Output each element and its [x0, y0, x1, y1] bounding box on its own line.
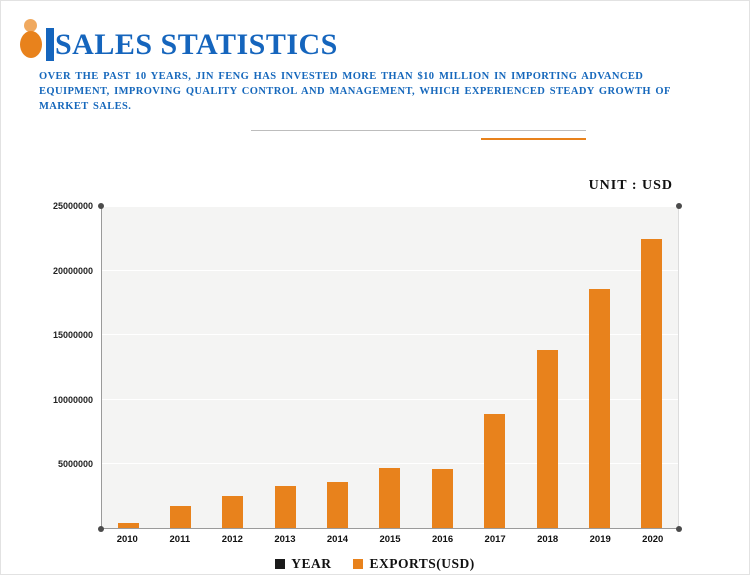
x-tick-label: 2010 [116, 534, 138, 545]
page-title: SALES STATISTICS [55, 28, 338, 61]
person-icon [19, 19, 45, 61]
bar [431, 468, 453, 528]
legend-item-year: YEAR [275, 556, 331, 572]
bar-chart: 5000000 10000000 15000000 20000000 25000000 … [23, 201, 683, 551]
person-icon-body [20, 31, 42, 58]
x-tick-label: 2018 [537, 534, 559, 545]
legend-swatch-exports [353, 559, 364, 569]
legend-item-exports: EXPORTS(USD) [353, 556, 474, 572]
y-tick-label: 5000000 [57, 459, 93, 470]
header: SALES STATISTICS [19, 19, 338, 61]
bar [170, 506, 192, 528]
legend-swatch-year [275, 559, 286, 569]
divider-line [251, 130, 586, 131]
bar [536, 349, 558, 528]
x-tick-label: 2017 [484, 534, 506, 545]
bar [484, 413, 506, 528]
bar [379, 467, 401, 528]
corner-handle-top-left [98, 203, 104, 209]
title-accent-bar [46, 28, 54, 61]
x-tick-label: 2012 [221, 534, 243, 545]
bar [327, 481, 349, 528]
bars-container [102, 207, 678, 528]
gridlines [102, 206, 678, 528]
x-tick-label: 2013 [274, 534, 296, 545]
corner-handle-bottom-left [98, 526, 104, 532]
accent-line [481, 138, 586, 140]
y-tick-label: 10000000 [52, 394, 93, 405]
y-tick-label: 15000000 [52, 330, 93, 341]
x-tick-label: 2014 [326, 534, 349, 545]
y-tick-label: 25000000 [52, 201, 93, 211]
corner-handle-bottom-right [676, 526, 682, 532]
chart-legend: YEAR EXPORTS(USD) [1, 556, 749, 572]
bar [274, 485, 296, 528]
legend-label-exports: EXPORTS(USD) [369, 556, 475, 571]
legend-label-year: YEAR [291, 556, 332, 571]
corner-handle-top-right [676, 203, 682, 209]
x-tick-label: 2016 [431, 534, 454, 545]
y-axis-labels: 5000000 10000000 15000000 20000000 25000000 [23, 201, 97, 529]
plot-area [98, 203, 682, 532]
x-tick-label: 2020 [642, 534, 664, 545]
bar [117, 522, 139, 528]
x-axis-labels: 2010 2011 2012 2013 2014 2015 2016 2017 2018 2019… [101, 534, 679, 545]
bar [588, 289, 610, 528]
x-tick-label: 2019 [589, 534, 611, 545]
bar [641, 239, 663, 528]
unit-label: UNIT : USD [588, 178, 673, 193]
x-tick-label: 2015 [379, 534, 401, 545]
description-text: OVER THE PAST 10 YEARS, JIN FENG HAS INV… [39, 71, 671, 112]
person-icon-head [24, 19, 37, 32]
y-tick-label: 20000000 [52, 265, 93, 276]
x-tick-label: 2011 [169, 534, 191, 545]
bar [222, 495, 244, 528]
